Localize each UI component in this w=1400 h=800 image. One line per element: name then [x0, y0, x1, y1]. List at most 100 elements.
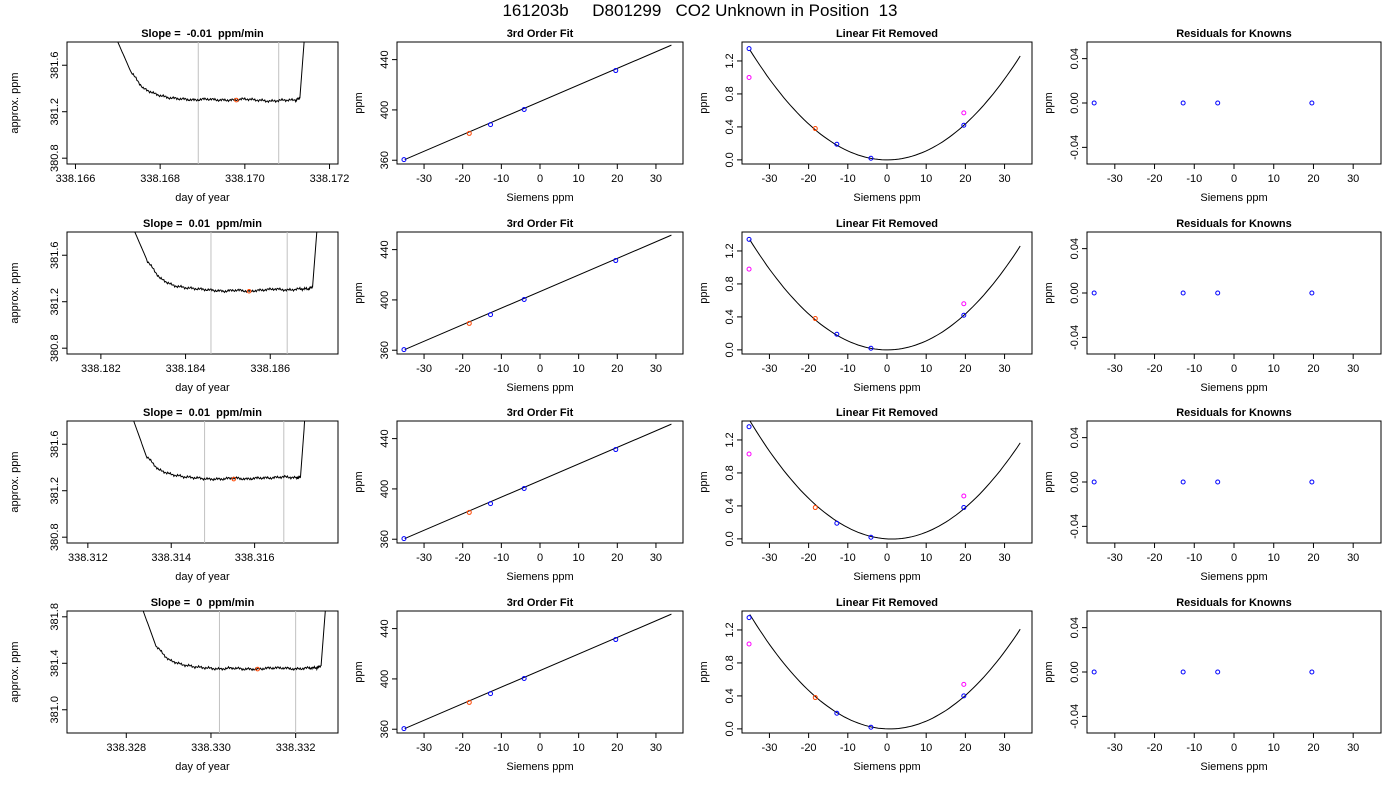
y-axis-label: ppm	[353, 92, 365, 113]
panel-4-4: Residuals for Knowns -30 -20 -10 0 10 20 30 -0.0…	[1043, 597, 1382, 773]
fit-line	[404, 423, 672, 540]
y-tick-label: 380.8	[49, 144, 61, 172]
unknown-point	[746, 641, 752, 647]
x-tick-label: -10	[840, 173, 856, 185]
plot-area	[1091, 479, 1315, 485]
panel-title: Linear Fit Removed	[836, 218, 938, 230]
panel-title: 3rd Order Fit	[507, 218, 574, 230]
x-tick-label: 338.312	[68, 552, 108, 564]
panel-title: Residuals for Knowns	[1176, 597, 1292, 609]
panel-title: 3rd Order Fit	[507, 28, 574, 40]
plot-frame	[1086, 610, 1382, 734]
panel-2-4: Residuals for Knowns -30 -20 -10 0 10 20 30 -0.0…	[1043, 218, 1382, 394]
x-tick-label: 20	[1307, 173, 1319, 185]
x-tick-label: -10	[1186, 173, 1202, 185]
x-tick-label: 30	[998, 742, 1010, 754]
unknown-point	[746, 451, 752, 457]
known-point	[401, 726, 407, 732]
panel-1-3: Linear Fit Removed -30 -20 -10 0 10 20 30 0.0 0.4…	[698, 28, 1033, 204]
x-tick-label: -20	[1147, 742, 1163, 754]
y-axis-label: ppm	[698, 661, 710, 682]
x-tick-label: 0	[1231, 552, 1237, 564]
x-tick-label: -20	[801, 173, 817, 185]
x-tick-label: 30	[650, 552, 662, 564]
x-tick-label: 10	[573, 552, 585, 564]
y-tick-label: 381.4	[49, 650, 61, 678]
x-tick-label: -20	[455, 173, 471, 185]
x-tick-label: -20	[1147, 363, 1163, 375]
y-tick-label: 440	[379, 50, 391, 68]
x-tick-label: -10	[493, 173, 509, 185]
y-tick-label: 381.6	[49, 430, 61, 458]
x-tick-label: -30	[761, 742, 777, 754]
known-point	[521, 676, 527, 682]
x-tick-label: 10	[1268, 363, 1280, 375]
x-tick-label: 0	[1231, 173, 1237, 185]
x-tick-label: 20	[959, 173, 971, 185]
reference-point	[466, 509, 472, 515]
plot-frame	[396, 41, 684, 165]
y-tick-label: 400	[379, 480, 391, 498]
fit-curve	[749, 421, 1021, 540]
x-tick-label: 10	[1268, 552, 1280, 564]
panel-title: Slope = 0.01 ppm/min	[143, 407, 262, 419]
known-point	[961, 693, 967, 699]
panel-1-4: Residuals for Knowns -30 -20 -10 0 10 20 30 -0.0…	[1043, 28, 1382, 204]
panel-title: Slope = 0.01 ppm/min	[143, 218, 262, 230]
known-point	[401, 347, 407, 353]
unknown-point	[961, 493, 967, 499]
y-axis-label: ppm	[1043, 92, 1055, 113]
y-tick-label: 1.2	[724, 622, 736, 637]
plot-area	[401, 423, 672, 542]
y-tick-label: 0.00	[1069, 282, 1081, 303]
plot-area	[401, 234, 672, 353]
y-tick-label: 0.4	[724, 119, 736, 134]
y-tick-label: 0.4	[724, 688, 736, 703]
y-tick-label: 0.0	[724, 531, 736, 546]
x-tick-label: -30	[1107, 173, 1123, 185]
known-point	[1215, 290, 1221, 296]
x-tick-label: 30	[1347, 173, 1359, 185]
x-tick-label: -30	[1107, 552, 1123, 564]
reference-point	[466, 320, 472, 326]
known-point	[746, 615, 752, 621]
x-axis-label: day of year	[175, 192, 230, 204]
known-point	[868, 345, 874, 351]
x-axis-label: Siemens ppm	[506, 761, 573, 773]
plot-frame	[66, 41, 339, 165]
x-tick-label: 0	[884, 363, 890, 375]
panel-3-1: Slope = 0.01 ppm/min 338.312 338.314 338.31…	[9, 407, 339, 583]
y-tick-label: 0.04	[1069, 617, 1081, 638]
x-tick-label: -20	[455, 552, 471, 564]
y-tick-label: 360	[379, 530, 391, 548]
y-tick-label: 0.8	[724, 86, 736, 101]
panel-2-3: Linear Fit Removed -30 -20 -10 0 10 20 30 0.0 0.4…	[698, 218, 1033, 394]
page-title: 161203b D801299 CO2 Unknown in Position …	[502, 1, 898, 20]
known-point	[488, 691, 494, 697]
y-axis-label: ppm	[1043, 661, 1055, 682]
x-tick-label: -30	[416, 173, 432, 185]
plot-area	[746, 46, 1021, 161]
plot-frame	[396, 610, 684, 734]
y-axis-label: ppm	[1043, 471, 1055, 492]
panel-title: Slope = -0.01 ppm/min	[141, 28, 264, 40]
y-tick-label: 381.2	[49, 98, 61, 126]
reference-point	[812, 126, 818, 132]
y-axis-label: approx. ppm	[9, 451, 21, 512]
y-tick-label: 381.6	[49, 241, 61, 269]
x-tick-label: -20	[1147, 173, 1163, 185]
known-point	[834, 331, 840, 337]
unknown-point	[961, 301, 967, 307]
x-axis-label: Siemens ppm	[853, 192, 920, 204]
x-tick-label: -10	[493, 552, 509, 564]
y-axis-label: ppm	[698, 471, 710, 492]
y-tick-label: -0.04	[1069, 325, 1081, 350]
y-tick-label: 380.8	[49, 334, 61, 362]
y-tick-label: 0.8	[724, 276, 736, 291]
x-tick-label: -10	[493, 363, 509, 375]
x-tick-label: 0	[884, 173, 890, 185]
known-point	[746, 236, 752, 242]
y-tick-label: 0.0	[724, 721, 736, 736]
x-tick-label: 338.330	[191, 742, 231, 754]
panel-1-2: 3rd Order Fit -30 -20 -10 0 10 20 30 360 400 440 Si…	[353, 28, 684, 204]
